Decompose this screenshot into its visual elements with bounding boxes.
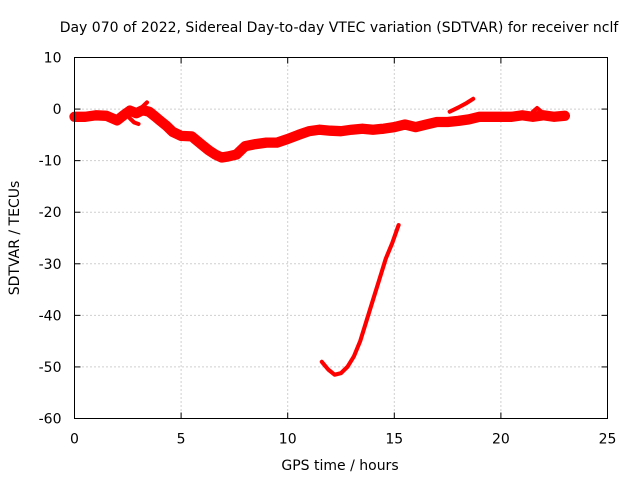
y-tick-label-neg60: -60 <box>39 412 62 428</box>
y-tick-label-0: 0 <box>53 102 62 118</box>
series-line-nclf-main <box>69 104 571 163</box>
series-line-nclf-spike-a <box>136 100 150 114</box>
x-tick-labels: 0 5 10 15 20 25 <box>70 432 616 448</box>
y-tick-label-neg50: -50 <box>39 360 62 376</box>
series-line-nclf-spike-d <box>530 105 544 114</box>
y-tick-label-10: 10 <box>44 51 62 67</box>
x-tick-label-20: 20 <box>492 432 510 448</box>
y-axis-label: SDTVAR / TECUs <box>7 181 23 296</box>
y-tick-label-neg30: -30 <box>39 257 62 273</box>
x-tick-label-0: 0 <box>70 432 79 448</box>
x-tick-label-15: 15 <box>385 432 403 448</box>
x-tick-label-10: 10 <box>279 432 297 448</box>
x-tick-label-5: 5 <box>177 432 186 448</box>
y-tick-label-neg10: -10 <box>39 154 62 170</box>
series-line-nclf-spike-c <box>127 116 141 127</box>
ticks-layer <box>74 57 608 419</box>
series-layer <box>69 96 571 377</box>
chart-title: Day 070 of 2022, Sidereal Day-to-day VTE… <box>60 20 620 36</box>
plot-frame <box>74 57 608 419</box>
y-tick-labels: 10 0 -10 -20 -30 -40 -50 -60 <box>39 51 62 428</box>
series-line-nclf-spike-b <box>447 96 476 114</box>
series-line-nclf-dip <box>319 223 401 377</box>
x-axis-label: GPS time / hours <box>281 458 398 474</box>
x-tick-label-25: 25 <box>599 432 617 448</box>
y-tick-label-neg20: -20 <box>39 205 62 221</box>
y-tick-label-neg40: -40 <box>39 308 62 324</box>
